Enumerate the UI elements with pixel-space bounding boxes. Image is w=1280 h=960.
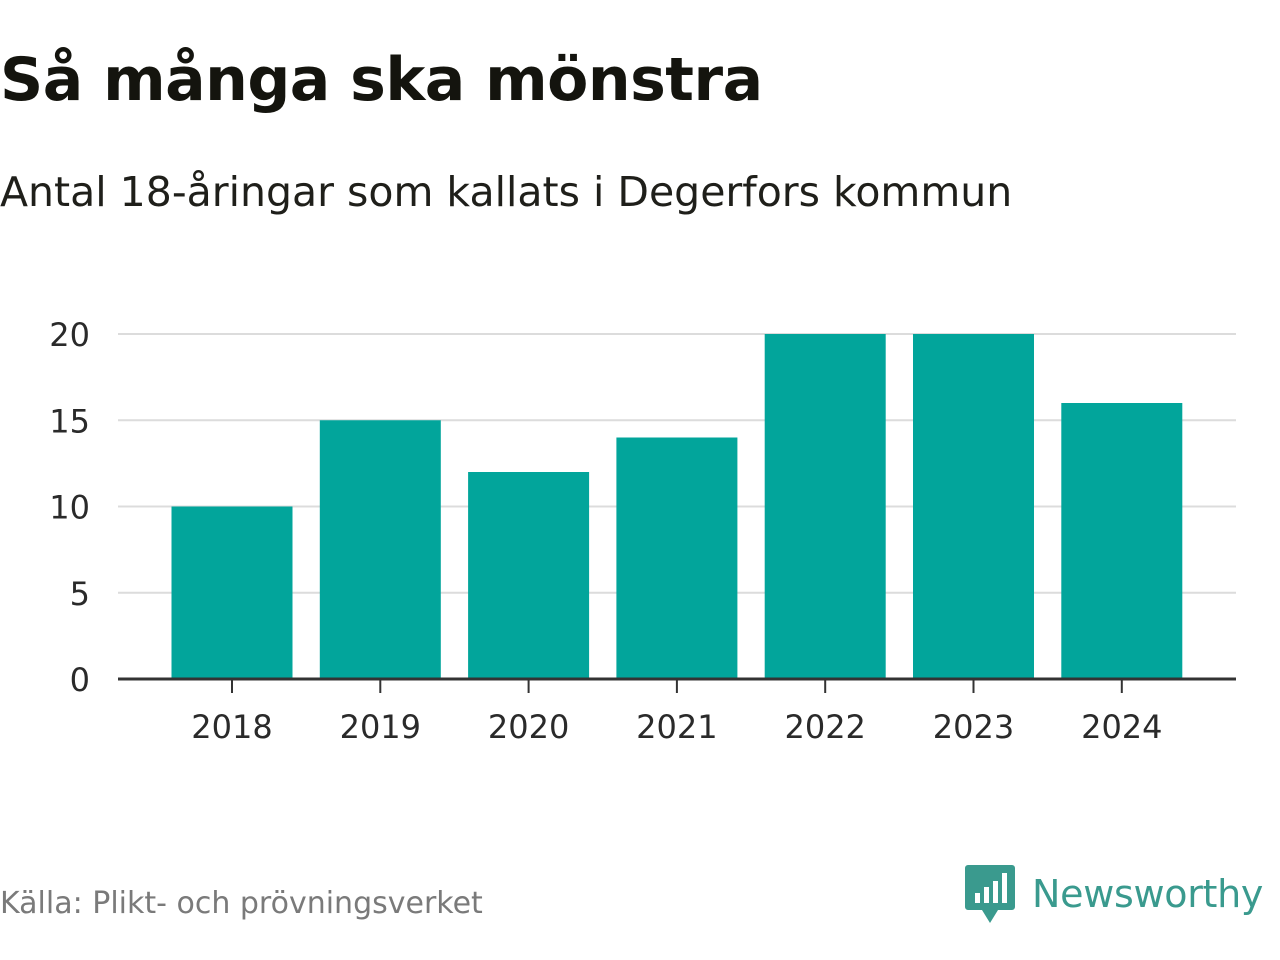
- bars: [171, 334, 1183, 679]
- newsworthy-logo-icon: [965, 865, 1015, 923]
- x-tick-label: 2019: [340, 708, 421, 746]
- bar-2021: [616, 437, 738, 679]
- bar-2018: [171, 506, 293, 679]
- y-tick-label: 5: [70, 575, 90, 613]
- bar-2020: [468, 472, 590, 679]
- y-tick-label: 10: [49, 489, 90, 527]
- x-tick-label: 2024: [1081, 708, 1162, 746]
- source-note: Källa: Plikt- och prövningsverket: [0, 886, 483, 921]
- x-tick-label: 2022: [784, 708, 865, 746]
- bar-2024: [1061, 403, 1183, 679]
- y-tick-label: 15: [49, 402, 90, 440]
- bar-2023: [913, 334, 1034, 679]
- bar-2019: [319, 420, 441, 679]
- chart-title: Så många ska mönstra: [0, 45, 763, 115]
- chart-subtitle: Antal 18-åringar som kallats i Degerfors…: [0, 168, 1013, 216]
- y-axis-ticks: 0 5 10 15 20: [49, 316, 90, 699]
- x-tick-label: 2018: [191, 708, 272, 746]
- brand-name: Newsworthy: [1032, 872, 1264, 916]
- x-tick-label: 2023: [933, 708, 1014, 746]
- x-tick-label: 2020: [488, 708, 569, 746]
- x-axis-ticks: 2018 2019 2020 2021 2022 2023 2024: [191, 679, 1163, 746]
- y-tick-label: 20: [49, 316, 90, 354]
- x-tick-label: 2021: [636, 708, 717, 746]
- brand-logo: Newsworthy: [964, 862, 1263, 926]
- bar-2022: [764, 334, 886, 679]
- y-tick-label: 0: [70, 661, 90, 699]
